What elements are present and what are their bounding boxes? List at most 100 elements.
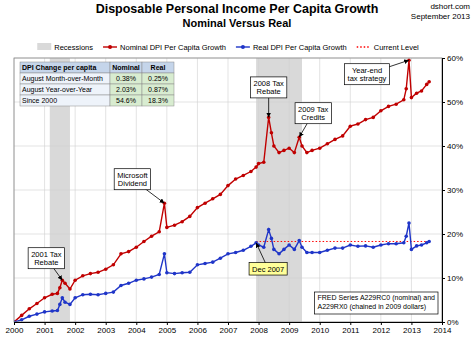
tick-mark [106, 322, 107, 325]
series-marker [134, 278, 138, 282]
table-cell [20, 95, 110, 106]
series-marker [142, 240, 146, 244]
series-marker [257, 162, 261, 166]
tick-mark [442, 234, 445, 235]
series-marker [20, 318, 24, 322]
annotation: Dec 2007 [249, 243, 287, 275]
tick: 2009 [281, 322, 299, 335]
tick: 2005 [158, 322, 176, 335]
tick: 2010 [311, 322, 329, 335]
tick: 2001 [36, 322, 54, 335]
series-marker [165, 271, 169, 275]
series-marker [20, 314, 24, 318]
tick-mark [75, 322, 76, 325]
plot-frame [14, 58, 442, 322]
grid-line [289, 58, 290, 322]
series-marker [58, 303, 62, 307]
tick-mark [14, 322, 15, 325]
series-marker [402, 241, 406, 245]
note-box [315, 292, 439, 314]
series-line [14, 223, 429, 322]
tick: 30% [442, 186, 463, 195]
annotation-box [28, 248, 64, 269]
grid-line [197, 58, 198, 322]
tick-label: 2004 [128, 326, 146, 335]
annotation-text: tax strategy [348, 74, 387, 83]
series-marker [180, 220, 184, 224]
series-marker [348, 124, 352, 128]
annotation-box [295, 103, 331, 124]
table-text: Since 2000 [22, 97, 57, 104]
series-marker [226, 184, 230, 188]
series-marker [293, 248, 297, 252]
annotation: 2009 TaxCredits [295, 103, 331, 138]
table-cell [20, 84, 110, 95]
data-area [14, 58, 431, 322]
tick-label: 2000 [6, 326, 24, 335]
table-cell [142, 62, 174, 73]
series-marker [277, 151, 281, 155]
tick-label: 2014 [434, 326, 452, 335]
series-marker [63, 300, 67, 304]
annotation-text: Credits [301, 113, 325, 122]
series-marker [241, 248, 245, 252]
annotation: Year-endtax strategy [345, 60, 409, 84]
table-text: 18.3% [148, 97, 168, 104]
series-marker [35, 302, 39, 306]
tick-label: 2012 [372, 326, 390, 335]
table-text: 0.38% [116, 75, 136, 82]
series-marker [119, 284, 123, 288]
table-text: DPI Change per capita [22, 64, 96, 72]
tick-mark [381, 322, 382, 325]
series-marker [348, 243, 352, 247]
tick-mark [411, 322, 412, 325]
legend-swatch [37, 43, 51, 50]
note: FRED Series A229RC0 (nominal) andA229RX0… [315, 292, 439, 314]
tick-mark [350, 322, 351, 325]
tick: 2000 [6, 322, 24, 335]
series-marker [310, 149, 314, 153]
chart-container: Disposable Personal Income Per Capita Gr… [0, 0, 474, 344]
tick-mark [442, 322, 443, 325]
table-cell [142, 95, 174, 106]
series-marker [35, 312, 39, 316]
series-marker [196, 206, 200, 210]
table-cell [20, 73, 110, 84]
series-marker [81, 293, 85, 297]
tick: 2011 [342, 322, 360, 335]
series-marker [188, 215, 192, 219]
series-marker [63, 281, 67, 285]
tick-mark [442, 278, 445, 279]
series-marker [262, 160, 266, 164]
tick-label: 2005 [158, 326, 176, 335]
tick: 2003 [97, 322, 115, 335]
series-marker [150, 275, 154, 279]
axis-line [15, 323, 443, 326]
series-marker [356, 245, 360, 249]
table-cell [110, 84, 142, 95]
series-marker [163, 252, 167, 256]
series-marker [270, 237, 274, 241]
x-axis: 2000200120022003200420052006200720082009… [6, 322, 452, 335]
tick: 2006 [189, 322, 207, 335]
tick-label: 60% [447, 54, 463, 63]
series-marker [293, 151, 297, 155]
y-axis: 0%10%20%30%40%50%60% [442, 54, 463, 327]
tick: 2007 [220, 322, 238, 335]
tick-mark [442, 58, 445, 59]
legend-label: Nominal DPI Per Capita Growth [120, 43, 226, 52]
tick-mark [442, 190, 445, 191]
grid-line [350, 58, 351, 322]
series-marker [134, 245, 138, 249]
series-marker [379, 243, 383, 247]
tick-mark [136, 322, 137, 325]
series-marker [415, 91, 419, 95]
series-marker [356, 122, 360, 126]
series-marker [68, 287, 72, 291]
tick-mark [167, 322, 168, 325]
tick-mark [45, 322, 46, 325]
tick-label: 2013 [403, 326, 421, 335]
series-marker [104, 292, 108, 296]
series-marker [318, 251, 322, 255]
series-marker [277, 252, 281, 256]
